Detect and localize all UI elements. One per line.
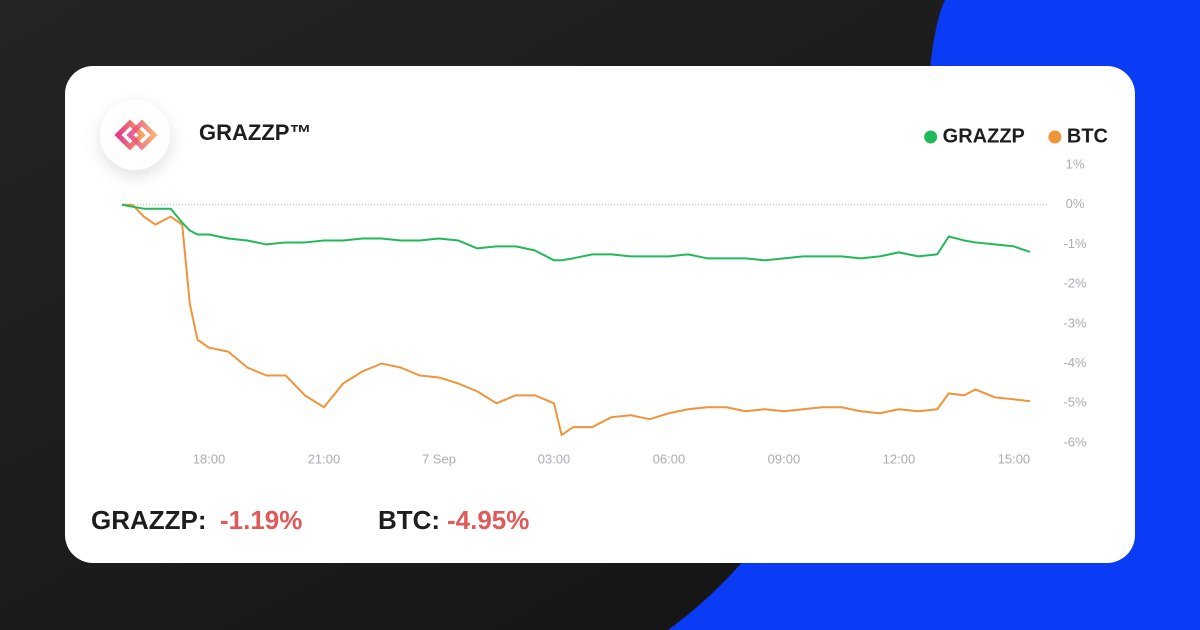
x-tick-label: 21:00 [308, 451, 341, 466]
x-tick-label: 09:00 [768, 451, 801, 466]
y-tick-label: -1% [1063, 236, 1087, 251]
y-tick-label: 1% [1066, 156, 1085, 171]
y-tick-label: -2% [1063, 276, 1087, 291]
x-tick-label: 06:00 [653, 451, 686, 466]
x-tick-label: 15:00 [998, 451, 1031, 466]
line [122, 203, 1031, 437]
summary-name: GRAZZP: [91, 505, 207, 535]
chart-title: GRAZZP™ [199, 120, 311, 145]
legend-label: GRAZZP [943, 125, 1025, 147]
summary-change: -1.19% [220, 505, 302, 535]
legend-marker [924, 130, 938, 144]
x-tick-label: 03:00 [538, 451, 571, 466]
card [65, 66, 1135, 563]
summary-change: -4.95% [447, 505, 529, 535]
y-tick-label: -3% [1063, 315, 1087, 330]
summary-name: BTC: [378, 505, 440, 535]
legend-marker [1048, 130, 1062, 144]
x-tick-label: 12:00 [883, 451, 916, 466]
x-tick-label: 18:00 [193, 451, 226, 466]
y-tick-label: 0% [1066, 196, 1085, 211]
y-tick-label: -6% [1063, 434, 1087, 449]
line [121, 203, 1031, 262]
y-tick-label: -4% [1063, 355, 1087, 370]
x-tick-label: 7 Sep [422, 451, 456, 466]
y-tick-label: -5% [1063, 395, 1087, 410]
logo [100, 100, 170, 170]
legend-label: BTC [1067, 125, 1108, 147]
